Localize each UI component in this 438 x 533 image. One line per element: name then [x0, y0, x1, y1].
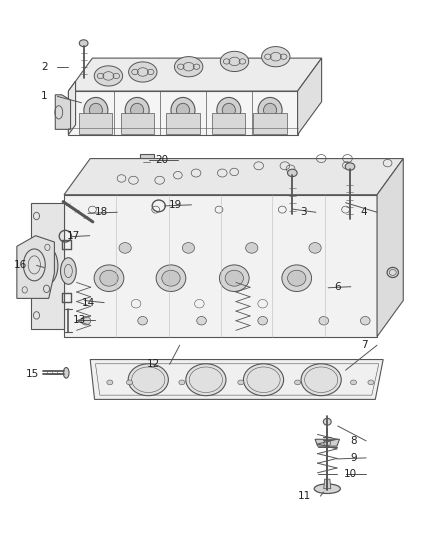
Ellipse shape: [179, 380, 185, 385]
Text: 2: 2: [41, 62, 48, 72]
Ellipse shape: [79, 40, 88, 47]
Ellipse shape: [35, 247, 58, 285]
Ellipse shape: [282, 265, 311, 292]
Polygon shape: [31, 203, 64, 329]
Ellipse shape: [186, 364, 226, 395]
Ellipse shape: [301, 364, 341, 395]
Polygon shape: [315, 439, 339, 446]
Ellipse shape: [319, 317, 328, 325]
Ellipse shape: [217, 98, 241, 123]
Polygon shape: [324, 479, 331, 489]
Ellipse shape: [138, 317, 148, 325]
Text: 20: 20: [155, 155, 169, 165]
Text: 4: 4: [361, 207, 367, 217]
Ellipse shape: [64, 368, 69, 378]
Ellipse shape: [258, 317, 268, 325]
Text: 8: 8: [350, 436, 357, 446]
Text: 11: 11: [297, 491, 311, 501]
Polygon shape: [90, 360, 383, 399]
Polygon shape: [68, 81, 76, 135]
Text: 6: 6: [335, 282, 341, 292]
Text: 19: 19: [169, 200, 182, 210]
Text: 14: 14: [81, 297, 95, 308]
Ellipse shape: [162, 270, 180, 286]
Ellipse shape: [345, 163, 355, 170]
Ellipse shape: [174, 56, 203, 77]
Ellipse shape: [238, 380, 244, 385]
Ellipse shape: [89, 103, 102, 117]
Ellipse shape: [314, 484, 340, 494]
Ellipse shape: [309, 243, 321, 253]
Ellipse shape: [177, 103, 190, 117]
Ellipse shape: [368, 380, 374, 385]
Polygon shape: [166, 114, 200, 134]
Text: 10: 10: [343, 469, 357, 479]
Polygon shape: [212, 114, 245, 134]
Ellipse shape: [171, 98, 195, 123]
Ellipse shape: [197, 317, 206, 325]
Polygon shape: [120, 114, 154, 134]
Text: 18: 18: [95, 207, 108, 217]
Ellipse shape: [84, 98, 108, 123]
Polygon shape: [68, 91, 297, 135]
Text: 15: 15: [26, 369, 39, 379]
Ellipse shape: [81, 317, 91, 325]
Ellipse shape: [264, 103, 277, 117]
Ellipse shape: [107, 380, 113, 385]
Ellipse shape: [128, 364, 168, 395]
Ellipse shape: [244, 364, 284, 395]
Ellipse shape: [127, 380, 133, 385]
Polygon shape: [68, 58, 321, 91]
Polygon shape: [64, 195, 377, 337]
Ellipse shape: [222, 103, 235, 117]
Text: 9: 9: [350, 453, 357, 463]
Ellipse shape: [246, 243, 258, 253]
Ellipse shape: [323, 418, 331, 425]
Polygon shape: [55, 95, 71, 130]
Polygon shape: [254, 114, 287, 134]
Polygon shape: [377, 159, 403, 337]
Ellipse shape: [94, 265, 124, 292]
Ellipse shape: [360, 317, 370, 325]
Polygon shape: [17, 236, 54, 298]
Ellipse shape: [129, 62, 157, 82]
Ellipse shape: [288, 169, 297, 176]
Ellipse shape: [258, 98, 282, 123]
Ellipse shape: [225, 270, 244, 286]
Polygon shape: [141, 154, 153, 166]
Ellipse shape: [156, 265, 186, 292]
Text: 1: 1: [41, 91, 48, 101]
Ellipse shape: [60, 258, 76, 284]
Ellipse shape: [288, 270, 306, 286]
Ellipse shape: [125, 98, 149, 123]
Text: 13: 13: [73, 314, 86, 325]
Ellipse shape: [119, 243, 131, 253]
Polygon shape: [64, 159, 403, 195]
Ellipse shape: [350, 380, 357, 385]
Ellipse shape: [261, 46, 290, 67]
Ellipse shape: [100, 270, 118, 286]
Polygon shape: [297, 58, 321, 135]
Text: 3: 3: [300, 207, 306, 217]
Text: 16: 16: [14, 261, 27, 270]
Text: 7: 7: [361, 340, 367, 350]
Polygon shape: [79, 114, 113, 134]
Ellipse shape: [182, 243, 194, 253]
Ellipse shape: [294, 380, 300, 385]
Ellipse shape: [40, 255, 53, 276]
Ellipse shape: [131, 103, 144, 117]
Ellipse shape: [94, 66, 123, 86]
Ellipse shape: [219, 265, 249, 292]
Text: 17: 17: [67, 231, 80, 241]
Ellipse shape: [220, 51, 249, 71]
Text: 12: 12: [147, 359, 160, 369]
